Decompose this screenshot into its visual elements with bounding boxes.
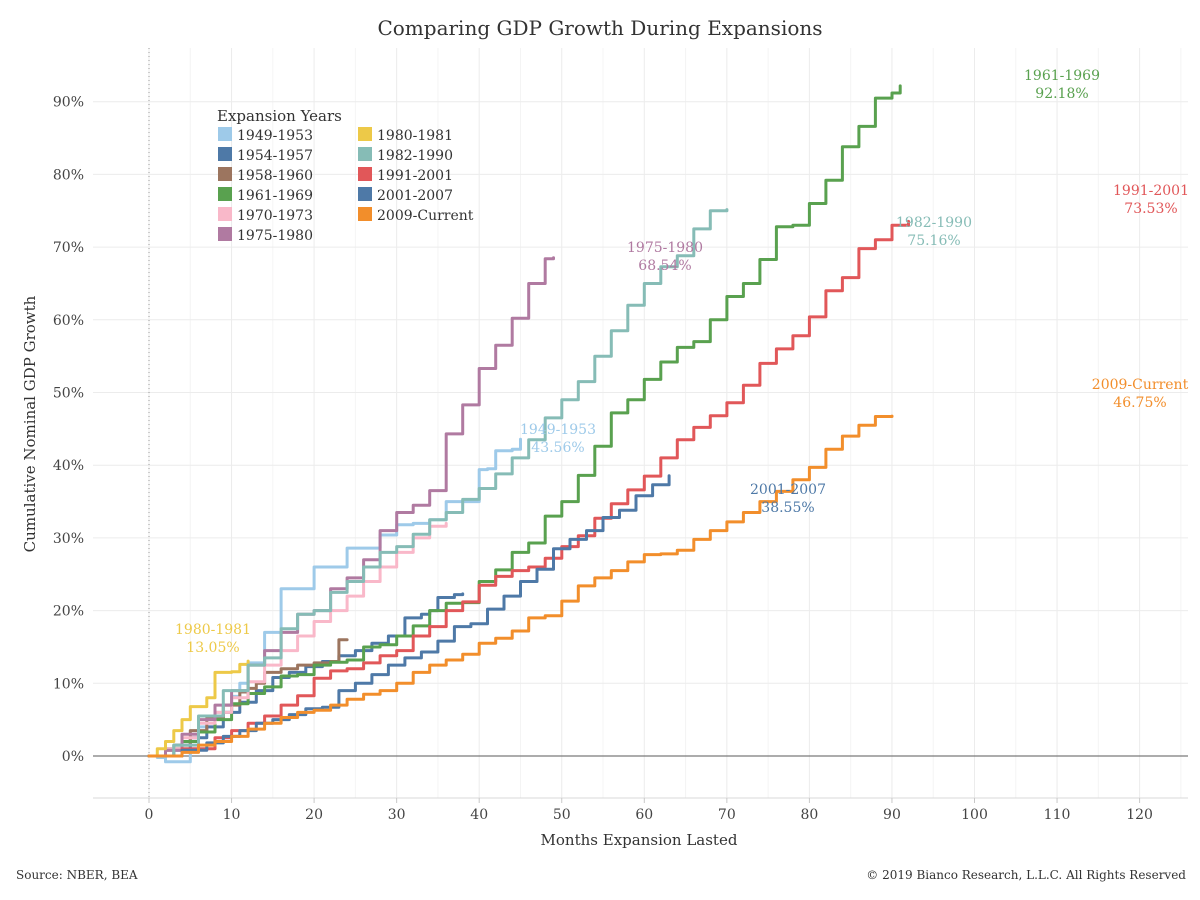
y-tick-label: 50%: [53, 386, 84, 402]
legend-swatch-1982-1990: [358, 147, 372, 161]
legend-swatch-1954-1957: [218, 147, 232, 161]
annotation-value-1975-1980: 68.54%: [638, 258, 691, 274]
y-tick-label: 40%: [53, 458, 84, 474]
series-line-1975-1980: [147, 256, 555, 758]
annotation-name-1991-2001: 1991-2001: [1113, 183, 1189, 199]
series-line-1991-2001: [147, 219, 910, 758]
x-tick-label: 10: [223, 807, 241, 823]
y-tick-label: 70%: [53, 240, 84, 256]
y-tick-label: 60%: [53, 313, 84, 329]
y-tick-label: 20%: [53, 604, 84, 620]
legend-title: Expansion Years: [217, 107, 342, 125]
y-tick-label: 80%: [53, 167, 84, 183]
legend-swatch-1991-2001: [358, 167, 372, 181]
x-tick-label: 100: [961, 807, 988, 823]
x-tick-label: 120: [1126, 807, 1153, 823]
x-tick-label: 70: [718, 807, 736, 823]
x-tick-label: 80: [800, 807, 818, 823]
legend-label-1954-1957: 1954-1957: [237, 148, 313, 164]
legend: Expansion Years 1949-1953 1954-1957 1958-19…: [217, 107, 474, 244]
legend-swatch-1958-1960: [218, 167, 232, 181]
annotation-value-2009-Current: 46.75%: [1113, 395, 1166, 411]
series-line-2001-2007: [147, 474, 671, 758]
series-line-2009-Current: [147, 414, 894, 758]
x-tick-label: 50: [553, 807, 571, 823]
legend-swatch-1949-1953: [218, 127, 232, 141]
legend-swatch-2009-Current: [358, 207, 372, 221]
x-axis-title: Months Expansion Lasted: [541, 831, 738, 849]
annotation-value-1982-1990: 75.16%: [907, 233, 960, 249]
legend-swatch-1961-1969: [218, 187, 232, 201]
legend-label-1991-2001: 1991-2001: [377, 168, 453, 184]
x-tick-label: 30: [388, 807, 406, 823]
y-axis-title: Cumulative Nominal GDP Growth: [21, 295, 39, 552]
annotation-name-1980-1981: 1980-1981: [175, 622, 251, 638]
annotation-name-1949-1953: 1949-1953: [520, 422, 596, 438]
y-tick-label: 30%: [53, 531, 84, 547]
annotation-layer: 1961-1969 92.18% 1991-2001 73.53% 1982-1990 7…: [175, 68, 1189, 656]
y-tick-label: 90%: [53, 95, 84, 111]
legend-label-1980-1981: 1980-1981: [377, 128, 453, 144]
x-tick-label: 40: [470, 807, 488, 823]
annotation-name-2001-2007: 2001-2007: [750, 482, 826, 498]
annotation-value-1949-1953: 43.56%: [531, 440, 584, 456]
legend-swatch-2001-2007: [358, 187, 372, 201]
legend-label-1949-1953: 1949-1953: [237, 128, 313, 144]
legend-label-2009-Current: 2009-Current: [377, 208, 474, 224]
x-tick-label: 0: [145, 807, 154, 823]
x-tick-label: 110: [1044, 807, 1071, 823]
x-tick-label: 90: [883, 807, 901, 823]
legend-swatch-1970-1973: [218, 207, 232, 221]
annotation-name-1982-1990: 1982-1990: [896, 215, 972, 231]
x-tick-label: 60: [635, 807, 653, 823]
annotation-name-2009-Current: 2009-Current: [1092, 377, 1189, 393]
legend-label-1958-1960: 1958-1960: [237, 168, 313, 184]
grid-layer: [93, 48, 1188, 798]
legend-swatch-1975-1980: [218, 227, 232, 241]
axis-layer: 0 10 20 30 40 50 60 70 80 90 100 110 120 0% 10% 20% 30% 4…: [21, 48, 1188, 849]
x-tick-label: 20: [305, 807, 323, 823]
series-line-1982-1990: [147, 208, 729, 758]
legend-label-2001-2007: 2001-2007: [377, 188, 453, 204]
annotation-name-1961-1969: 1961-1969: [1024, 68, 1100, 84]
y-tick-label: 10%: [53, 676, 84, 692]
legend-label-1975-1980: 1975-1980: [237, 228, 313, 244]
legend-swatch-1980-1981: [358, 127, 372, 141]
series-layer: [147, 84, 910, 764]
source-note: Source: NBER, BEA: [16, 868, 138, 882]
annotation-value-1961-1969: 92.18%: [1035, 86, 1088, 102]
annotation-name-1975-1980: 1975-1980: [627, 240, 703, 256]
legend-label-1982-1990: 1982-1990: [377, 148, 453, 164]
legend-label-1970-1973: 1970-1973: [237, 208, 313, 224]
annotation-value-1980-1981: 13.05%: [186, 640, 239, 656]
copyright-note: © 2019 Bianco Research, L.L.C. All Right…: [866, 868, 1186, 882]
annotation-value-2001-2007: 38.55%: [761, 500, 814, 516]
chart-title: Comparing GDP Growth During Expansions: [377, 16, 823, 40]
series-line-1980-1981: [147, 659, 250, 758]
legend-label-1961-1969: 1961-1969: [237, 188, 313, 204]
annotation-value-1991-2001: 73.53%: [1124, 201, 1177, 217]
series-line-1961-1969: [147, 84, 902, 758]
y-tick-label: 0%: [62, 749, 84, 765]
